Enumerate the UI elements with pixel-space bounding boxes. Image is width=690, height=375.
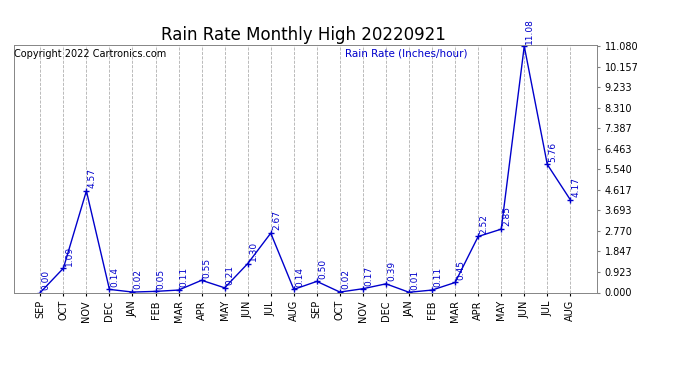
Text: 1.30: 1.30 [249,241,258,261]
Text: 0.11: 0.11 [433,267,442,287]
Text: 0.39: 0.39 [387,261,396,281]
Text: Rain Rate (Inches/hour): Rain Rate (Inches/hour) [345,49,468,59]
Text: 0.45: 0.45 [456,260,465,280]
Text: 0.05: 0.05 [157,268,166,289]
Text: 0.00: 0.00 [41,270,50,290]
Text: 0.14: 0.14 [110,267,119,287]
Text: 0.17: 0.17 [364,266,373,286]
Text: 2.67: 2.67 [272,210,281,231]
Text: 2.85: 2.85 [502,207,511,226]
Text: 0.14: 0.14 [295,267,304,287]
Text: 2.52: 2.52 [480,214,489,234]
Text: Copyright 2022 Cartronics.com: Copyright 2022 Cartronics.com [14,49,166,59]
Text: 4.57: 4.57 [88,168,97,188]
Text: 0.21: 0.21 [226,265,235,285]
Text: Rain Rate Monthly High 20220921: Rain Rate Monthly High 20220921 [161,26,446,44]
Text: 0.55: 0.55 [203,258,212,278]
Text: 0.11: 0.11 [179,267,189,287]
Text: 0.02: 0.02 [341,269,350,290]
Text: 11.08: 11.08 [525,18,535,44]
Text: 4.17: 4.17 [571,177,580,197]
Text: 1.09: 1.09 [64,246,74,266]
Text: 0.02: 0.02 [134,269,143,290]
Text: 0.50: 0.50 [318,259,327,279]
Text: 0.01: 0.01 [410,270,420,290]
Text: 5.76: 5.76 [549,142,558,162]
